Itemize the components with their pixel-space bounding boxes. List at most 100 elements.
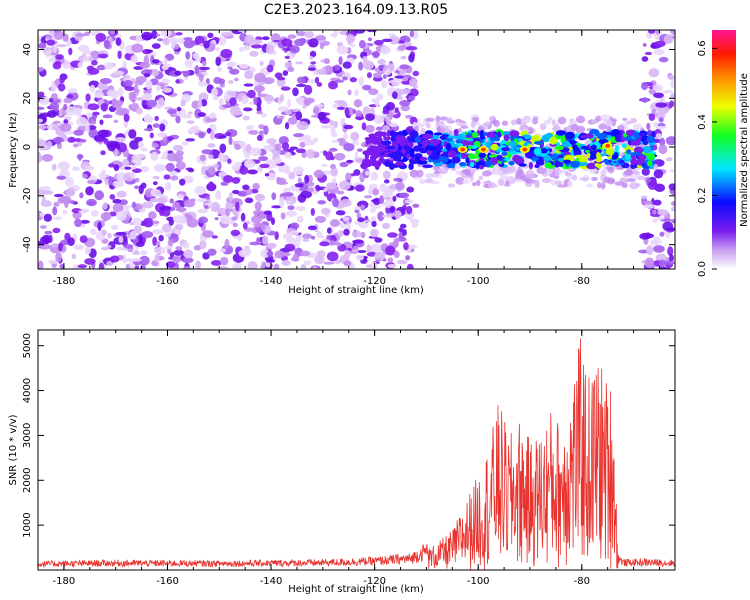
noise-cell <box>372 50 380 59</box>
noise-cell <box>106 245 112 249</box>
signal-cell <box>447 135 454 139</box>
noise-cell <box>202 230 214 238</box>
noise-cell <box>158 234 164 242</box>
signal-cell <box>422 133 434 140</box>
noise-cell <box>146 99 157 108</box>
noise-cell <box>356 148 363 152</box>
noise-cell <box>142 201 154 209</box>
noise-cell <box>94 190 105 201</box>
noise-cell <box>354 157 365 164</box>
noise-cell <box>373 197 381 206</box>
y-tick-label: -20 <box>22 188 33 204</box>
noise-cell <box>197 112 206 118</box>
noise-cell <box>156 197 168 204</box>
band-halo-cell <box>425 122 431 129</box>
noise-cell <box>284 109 293 116</box>
noise-cell <box>53 201 60 207</box>
noise-cell <box>158 97 165 106</box>
signal-cell <box>569 160 580 168</box>
noise-cell <box>220 31 233 37</box>
signal-cell <box>374 163 380 170</box>
band-halo-cell <box>488 115 495 122</box>
x-tick-label: -180 <box>53 576 76 587</box>
heatmap-x-label: Height of straight line (km) <box>288 285 424 296</box>
signal-cell <box>543 154 551 162</box>
noise-cell <box>408 53 415 63</box>
noise-cell <box>279 198 285 208</box>
noise-cell <box>42 47 53 56</box>
signal-cell <box>558 157 565 162</box>
heatmap-cells <box>38 30 675 269</box>
noise-cell <box>71 166 80 171</box>
noise-cell <box>58 110 63 117</box>
noise-cell <box>217 66 223 72</box>
signal-cell <box>366 147 374 154</box>
noise-cell <box>312 266 318 269</box>
noise-cell <box>370 261 378 269</box>
colorbar-tick-label: 0.0 <box>697 261 708 277</box>
band-halo-cell <box>617 124 625 131</box>
noise-cell <box>231 177 241 184</box>
noise-cell <box>79 235 88 244</box>
signal-cell <box>525 150 536 159</box>
noise-cell <box>109 255 120 263</box>
noise-cell <box>106 260 113 267</box>
noise-cell <box>102 202 108 210</box>
noise-cell <box>328 80 339 90</box>
noise-cell <box>198 66 211 71</box>
signal-cell <box>614 134 622 143</box>
noise-cell <box>314 76 320 84</box>
noise-cell <box>84 246 91 255</box>
noise-cell <box>310 207 315 216</box>
noise-cell <box>223 175 234 183</box>
noise-cell <box>123 75 131 79</box>
band-halo-cell <box>432 165 441 171</box>
signal-cell <box>630 140 641 146</box>
colorbar-gradient <box>712 30 736 269</box>
noise-cell <box>247 89 256 99</box>
noise-cell <box>143 128 154 132</box>
noise-cell <box>347 36 352 46</box>
band-halo-cell <box>460 125 469 129</box>
noise-cell <box>175 115 181 124</box>
noise-cell <box>273 263 280 269</box>
signal-cell <box>590 153 596 160</box>
noise-cell <box>38 106 45 111</box>
signal-cell <box>396 131 404 136</box>
noise-cell <box>141 31 153 41</box>
signal-cell <box>395 135 403 141</box>
noise-cell <box>323 58 331 65</box>
noise-cell <box>287 117 298 125</box>
noise-cell <box>376 93 384 101</box>
noise-cell <box>667 246 674 257</box>
noise-cell <box>313 169 325 179</box>
band-halo-cell <box>571 175 578 181</box>
band-halo-cell <box>439 166 449 175</box>
noise-cell <box>388 122 399 128</box>
signal-cell <box>429 138 441 145</box>
noise-cell <box>194 185 206 196</box>
noise-cell <box>304 174 310 184</box>
noise-cell <box>382 170 391 180</box>
noise-cell <box>237 191 247 197</box>
x-tick-label: -140 <box>260 276 283 287</box>
noise-cell <box>395 181 405 191</box>
noise-cell <box>208 112 217 119</box>
signal-cell <box>414 145 420 152</box>
signal-cell <box>528 161 534 170</box>
signal-cell <box>586 162 598 170</box>
noise-cell <box>288 172 296 180</box>
noise-cell <box>98 262 105 269</box>
noise-cell <box>362 60 375 70</box>
peak-cell-core <box>522 147 528 152</box>
noise-cell <box>378 195 385 205</box>
noise-cell <box>115 110 128 116</box>
band-halo-cell <box>501 120 509 127</box>
noise-cell <box>218 36 227 46</box>
noise-cell <box>669 169 675 173</box>
noise-cell <box>201 149 213 155</box>
noise-cell <box>275 157 282 164</box>
noise-cell <box>99 77 112 84</box>
signal-cell <box>555 130 566 136</box>
noise-cell <box>658 117 664 123</box>
